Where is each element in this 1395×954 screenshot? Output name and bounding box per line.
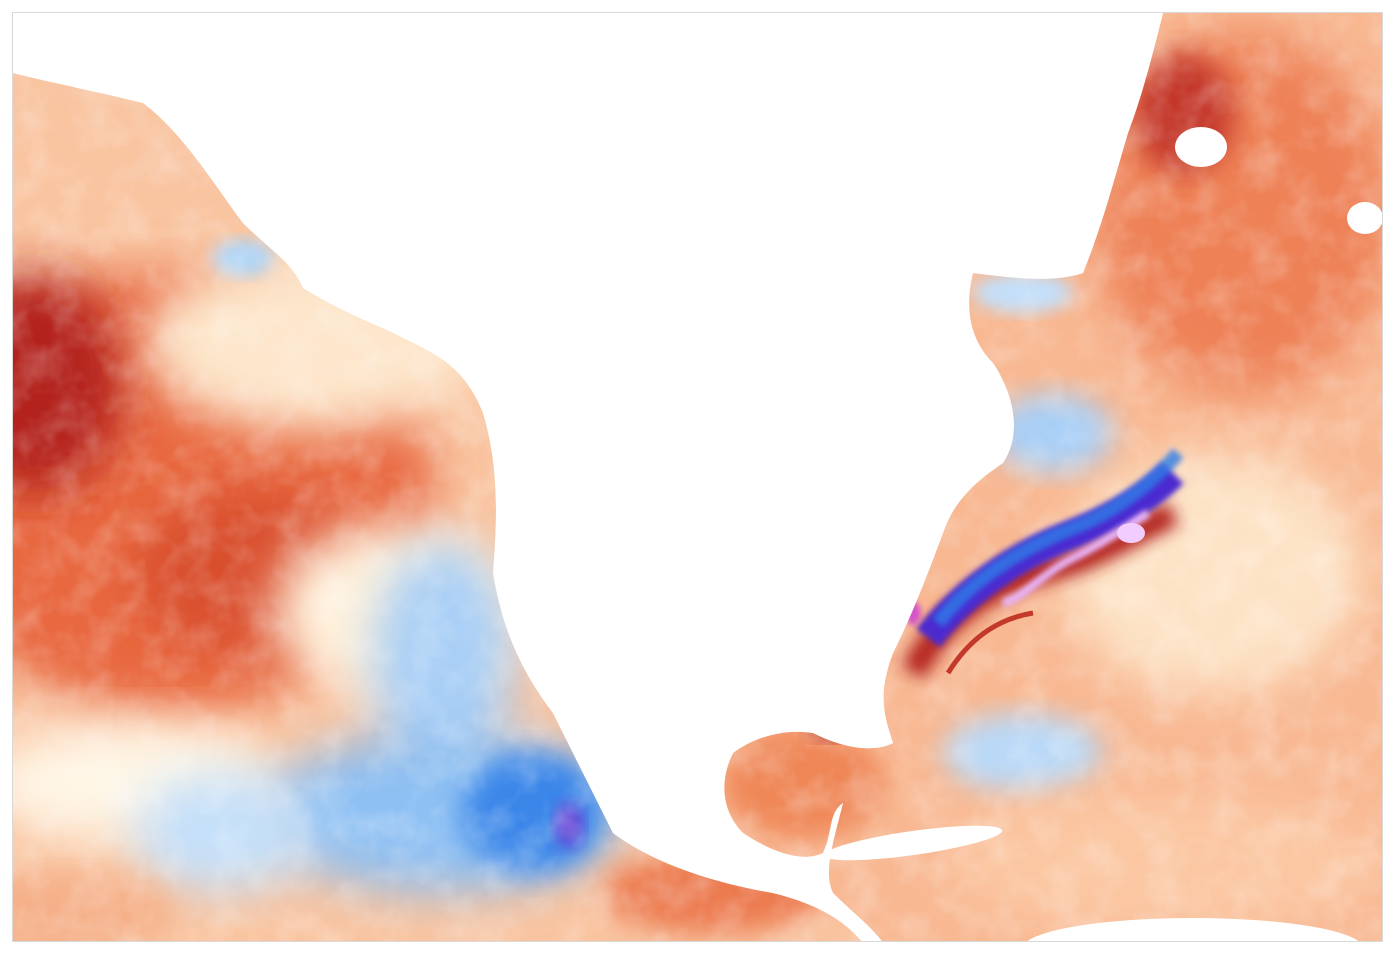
north-america-landmass — [13, 13, 1163, 941]
gulf-stream-peak-blob — [1117, 523, 1145, 543]
iceland-landmass — [1347, 202, 1382, 234]
gulf-stream-anomaly-band — [901, 448, 1184, 680]
greenland-edge-landmass — [1175, 127, 1227, 167]
gulf-stream-warm-meander — [945, 610, 1034, 675]
south-america-landmass — [1027, 918, 1359, 941]
map-frame — [12, 12, 1383, 942]
gulf-stream-cool-halo — [932, 448, 1184, 628]
cuba-landmass — [823, 825, 1003, 861]
sst-anomaly-map — [13, 13, 1382, 941]
